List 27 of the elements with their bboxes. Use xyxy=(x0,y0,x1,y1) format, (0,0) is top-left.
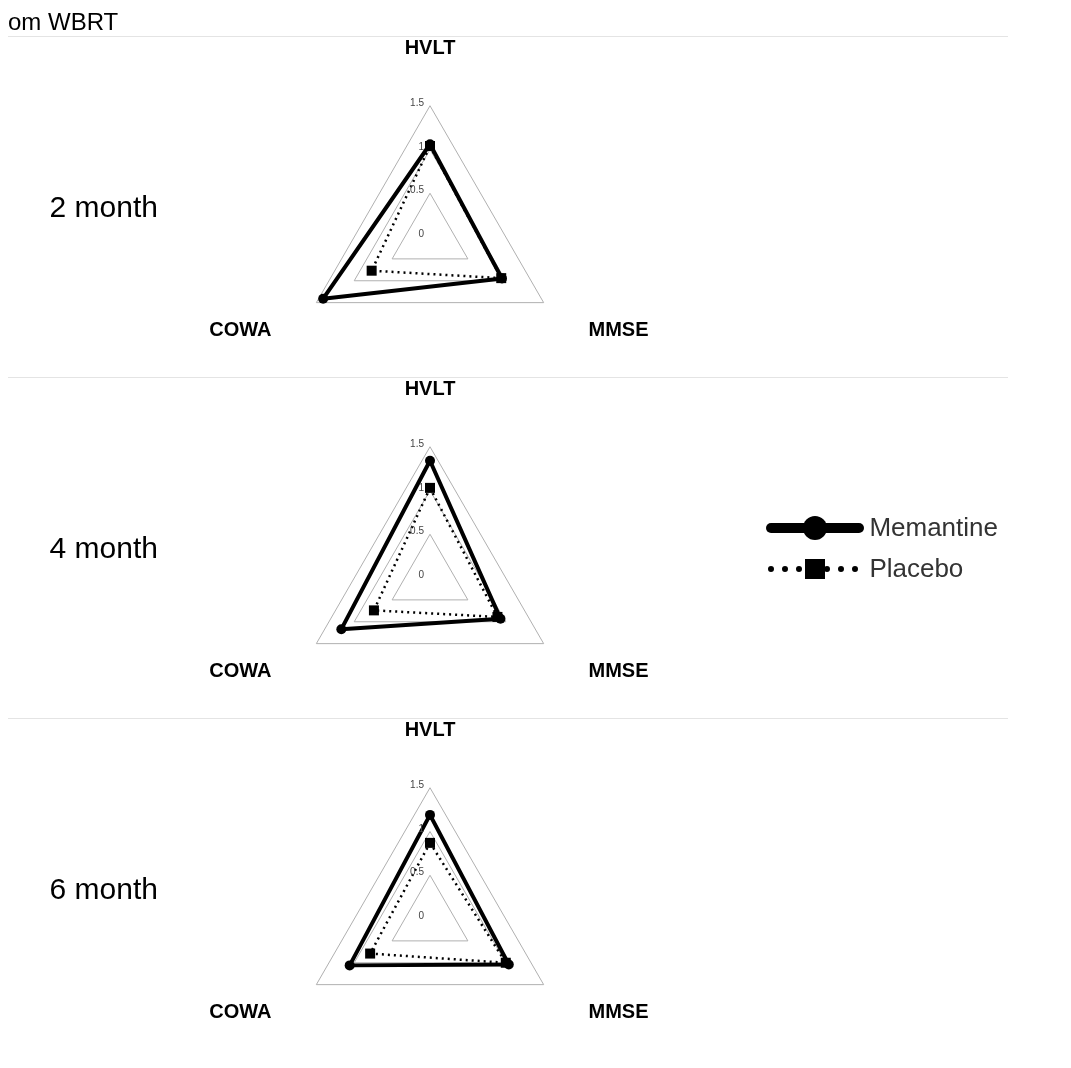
y-tick-label: 0 xyxy=(418,910,425,921)
spoke-label: COWA xyxy=(209,317,272,340)
y-tick-label: 0.5 xyxy=(410,525,425,537)
y-tick-label: 1.5 xyxy=(410,437,425,449)
spoke-label: HVLT xyxy=(404,377,456,399)
legend-label: Placebo xyxy=(869,553,964,584)
text: om WBRT xyxy=(8,8,120,36)
text: 2 month xyxy=(48,190,158,224)
y-tick-label: 0.5 xyxy=(410,866,425,878)
spoke-label: COWA xyxy=(209,658,272,681)
spoke-label: MMSE xyxy=(588,317,649,340)
spoke-label: COWA xyxy=(209,999,272,1022)
spoke-label: MMSE xyxy=(588,999,649,1022)
text: 6 month xyxy=(48,872,158,906)
y-tick-label: 0 xyxy=(418,569,425,580)
spoke-label: HVLT xyxy=(404,718,456,740)
text: 4 month xyxy=(48,531,158,565)
y-tick-label: 1 xyxy=(418,822,425,834)
y-tick-label: 1 xyxy=(418,140,425,152)
y-tick-label: 1 xyxy=(418,481,425,493)
y-tick-label: 0 xyxy=(418,228,425,239)
y-tick-label: 1.5 xyxy=(410,96,425,108)
legend-label: Memantine xyxy=(869,512,998,543)
spoke-label: HVLT xyxy=(404,36,456,58)
y-tick-label: 1.5 xyxy=(410,778,425,790)
y-tick-label: 0.5 xyxy=(410,184,425,196)
spoke-label: MMSE xyxy=(588,658,649,681)
